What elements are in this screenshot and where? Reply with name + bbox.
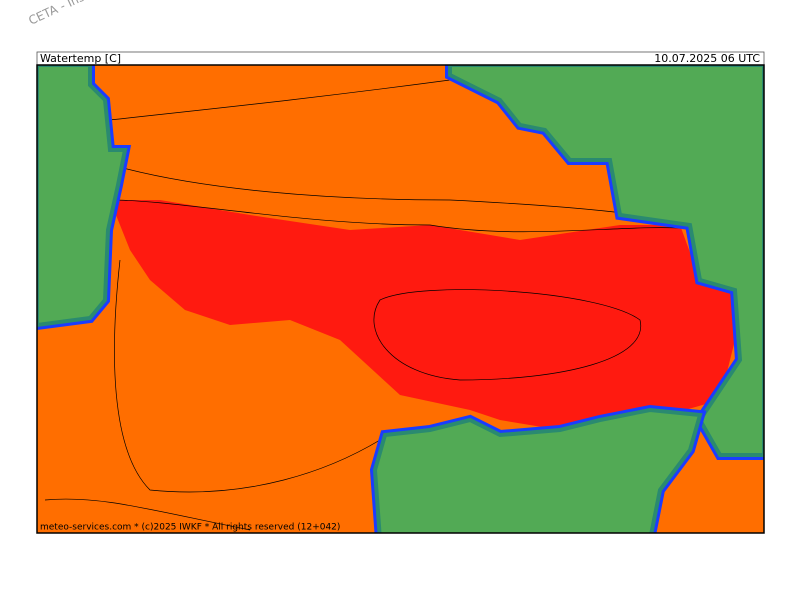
- timestamp: 10.07.2025 06 UTC: [654, 52, 760, 65]
- map-title: Watertemp [C]: [40, 52, 121, 65]
- map-area: [37, 65, 764, 533]
- land: [37, 65, 764, 533]
- watermark: CETA - Inst.: [26, 0, 94, 28]
- warm-region: [110, 200, 735, 430]
- map-frame: [36, 64, 765, 534]
- footer: meteo-services.com * (c)2025 IWKF * All …: [40, 523, 340, 533]
- contours: [44, 79, 681, 531]
